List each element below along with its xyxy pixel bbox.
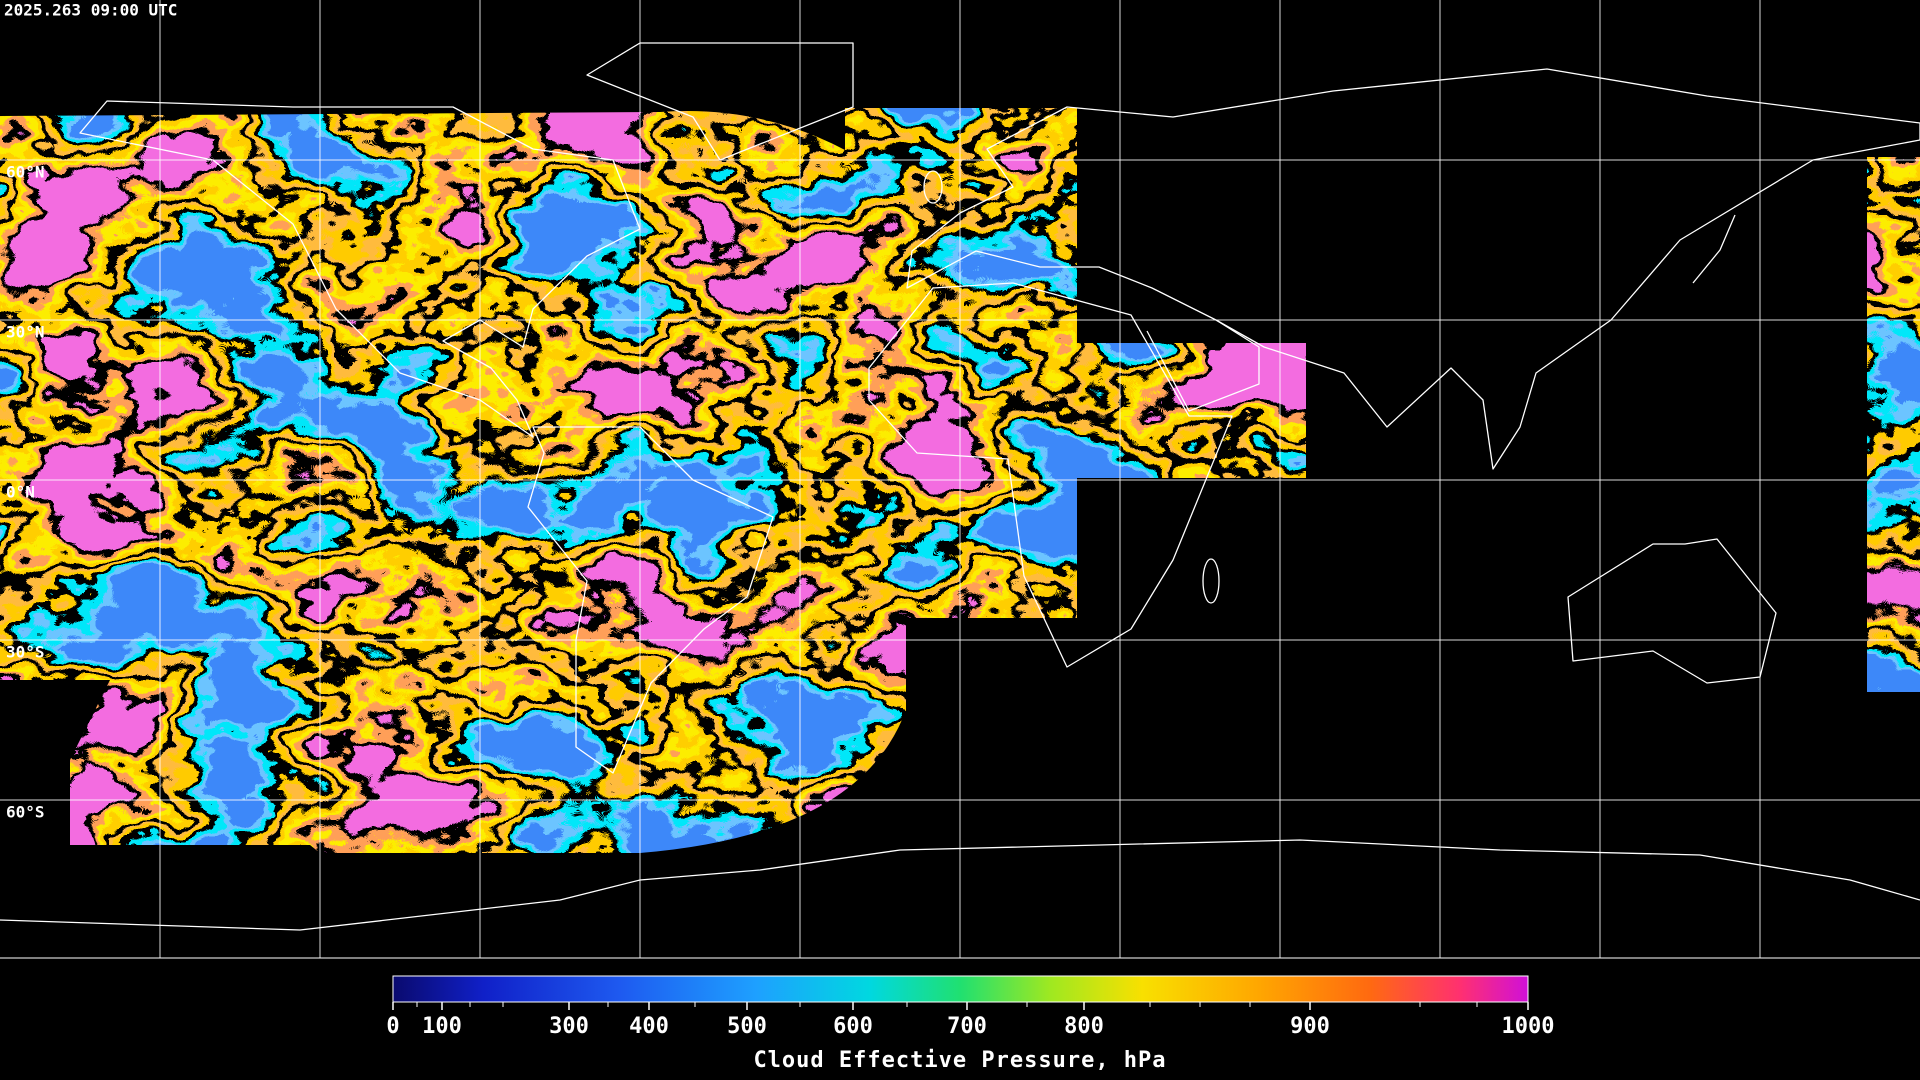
south-america [527,426,774,774]
colorbar-tick-label: 0 [386,1014,399,1039]
colorbar-tick-label: 100 [422,1014,462,1039]
colorbar-tick-label: 900 [1290,1014,1330,1039]
arabia [1146,319,1260,412]
colorbar [392,975,1529,1003]
latitude-label: 0°N [6,483,35,502]
britain [923,170,943,204]
australia [1567,538,1777,684]
graticule [0,0,1920,958]
colorbar-minor-ticks [416,1002,1478,1007]
japan [1692,214,1736,284]
colorbar-tick-label: 600 [833,1014,873,1039]
colorbar-tick-label: 800 [1064,1014,1104,1039]
colorbar-tick-label: 700 [947,1014,987,1039]
colorbar-tick-label: 300 [549,1014,589,1039]
colorbar-tick-label: 400 [629,1014,669,1039]
colorbar-tick-label: 1000 [1502,1014,1555,1039]
latitude-label: 60°N [6,163,45,182]
latitude-label: 30°N [6,323,45,342]
colorbar-label: Cloud Effective Pressure, hPa [753,1048,1166,1073]
coastlines [0,42,1920,931]
antarctica [0,839,1920,931]
africa [868,282,1233,668]
latitude-label: 60°S [6,803,45,822]
madagascar [1202,558,1220,604]
colorbar-tick-label: 500 [727,1014,767,1039]
timestamp: 2025.263 09:00 UTC [4,1,177,20]
latitude-label: 30°S [6,643,45,662]
